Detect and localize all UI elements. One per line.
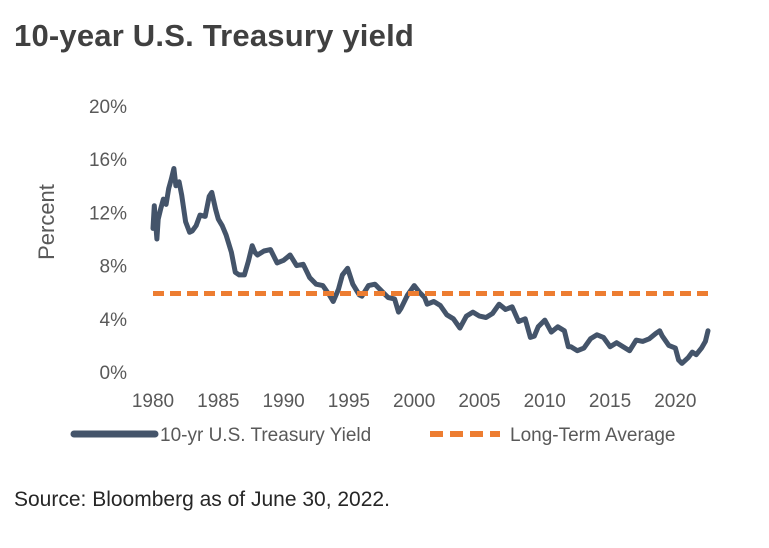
x-tick-label: 2020 [654, 391, 696, 412]
x-tick-label: 2000 [393, 391, 435, 412]
x-tick-label: 1995 [328, 391, 370, 412]
x-tick-label: 1985 [197, 391, 239, 412]
x-tick-label: 2010 [524, 391, 566, 412]
legend: 10-yr U.S. Treasury Yield Long-Term Aver… [70, 425, 675, 446]
series-yield-line [150, 166, 711, 366]
y-tick-label: 16% [89, 150, 127, 171]
y-axis: 0% 4% 8% 12% 16% 20% [89, 97, 127, 384]
chart-title: 10-year U.S. Treasury yield [14, 18, 415, 53]
x-tick-label: 1980 [132, 391, 174, 412]
legend-label-average: Long-Term Average [510, 425, 675, 446]
y-tick-label: 0% [100, 363, 128, 384]
y-tick-label: 20% [89, 97, 127, 118]
x-axis: 1980 1985 1990 1995 2000 2005 2010 2015 2020 [132, 391, 697, 412]
source-note: Source: Bloomberg as of June 30, 2022. [14, 488, 390, 511]
x-tick-label: 2005 [458, 391, 500, 412]
x-tick-label: 2015 [589, 391, 631, 412]
y-tick-label: 12% [89, 203, 127, 224]
plot-area [150, 166, 711, 366]
x-tick-label: 1990 [262, 391, 304, 412]
legend-label-yield: 10-yr U.S. Treasury Yield [160, 425, 371, 446]
y-tick-label: 8% [100, 257, 128, 278]
y-tick-label: 4% [100, 310, 128, 331]
y-axis-label: Percent [34, 184, 59, 260]
